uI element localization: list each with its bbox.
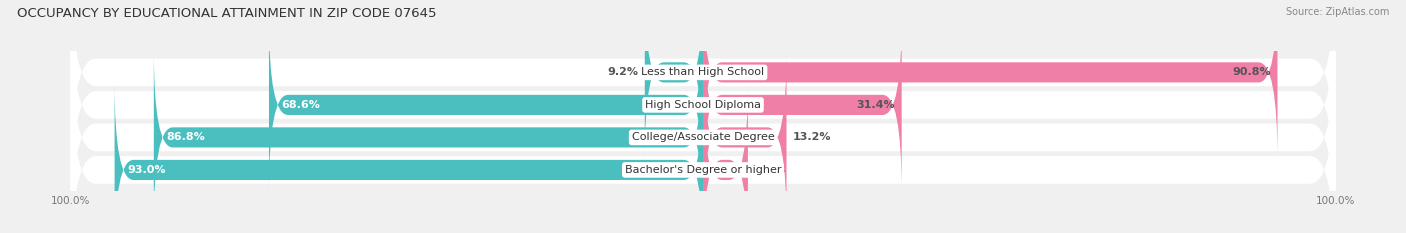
- FancyBboxPatch shape: [269, 17, 703, 192]
- Text: 7.1%: 7.1%: [754, 165, 785, 175]
- Text: Source: ZipAtlas.com: Source: ZipAtlas.com: [1285, 7, 1389, 17]
- Text: 9.2%: 9.2%: [607, 67, 638, 77]
- Text: Less than High School: Less than High School: [641, 67, 765, 77]
- Text: College/Associate Degree: College/Associate Degree: [631, 132, 775, 142]
- FancyBboxPatch shape: [645, 0, 703, 160]
- FancyBboxPatch shape: [703, 17, 901, 192]
- Text: 90.8%: 90.8%: [1233, 67, 1271, 77]
- Text: 86.8%: 86.8%: [166, 132, 205, 142]
- Text: High School Diploma: High School Diploma: [645, 100, 761, 110]
- Text: 93.0%: 93.0%: [127, 165, 166, 175]
- Text: 31.4%: 31.4%: [856, 100, 896, 110]
- Text: 68.6%: 68.6%: [281, 100, 321, 110]
- Text: Bachelor's Degree or higher: Bachelor's Degree or higher: [624, 165, 782, 175]
- FancyBboxPatch shape: [70, 21, 1336, 233]
- FancyBboxPatch shape: [70, 0, 1336, 221]
- FancyBboxPatch shape: [703, 0, 1278, 160]
- FancyBboxPatch shape: [70, 0, 1336, 189]
- FancyBboxPatch shape: [114, 82, 703, 233]
- FancyBboxPatch shape: [70, 54, 1336, 233]
- FancyBboxPatch shape: [703, 50, 786, 225]
- FancyBboxPatch shape: [703, 82, 748, 233]
- Text: OCCUPANCY BY EDUCATIONAL ATTAINMENT IN ZIP CODE 07645: OCCUPANCY BY EDUCATIONAL ATTAINMENT IN Z…: [17, 7, 436, 20]
- FancyBboxPatch shape: [153, 50, 703, 225]
- Text: 13.2%: 13.2%: [793, 132, 831, 142]
